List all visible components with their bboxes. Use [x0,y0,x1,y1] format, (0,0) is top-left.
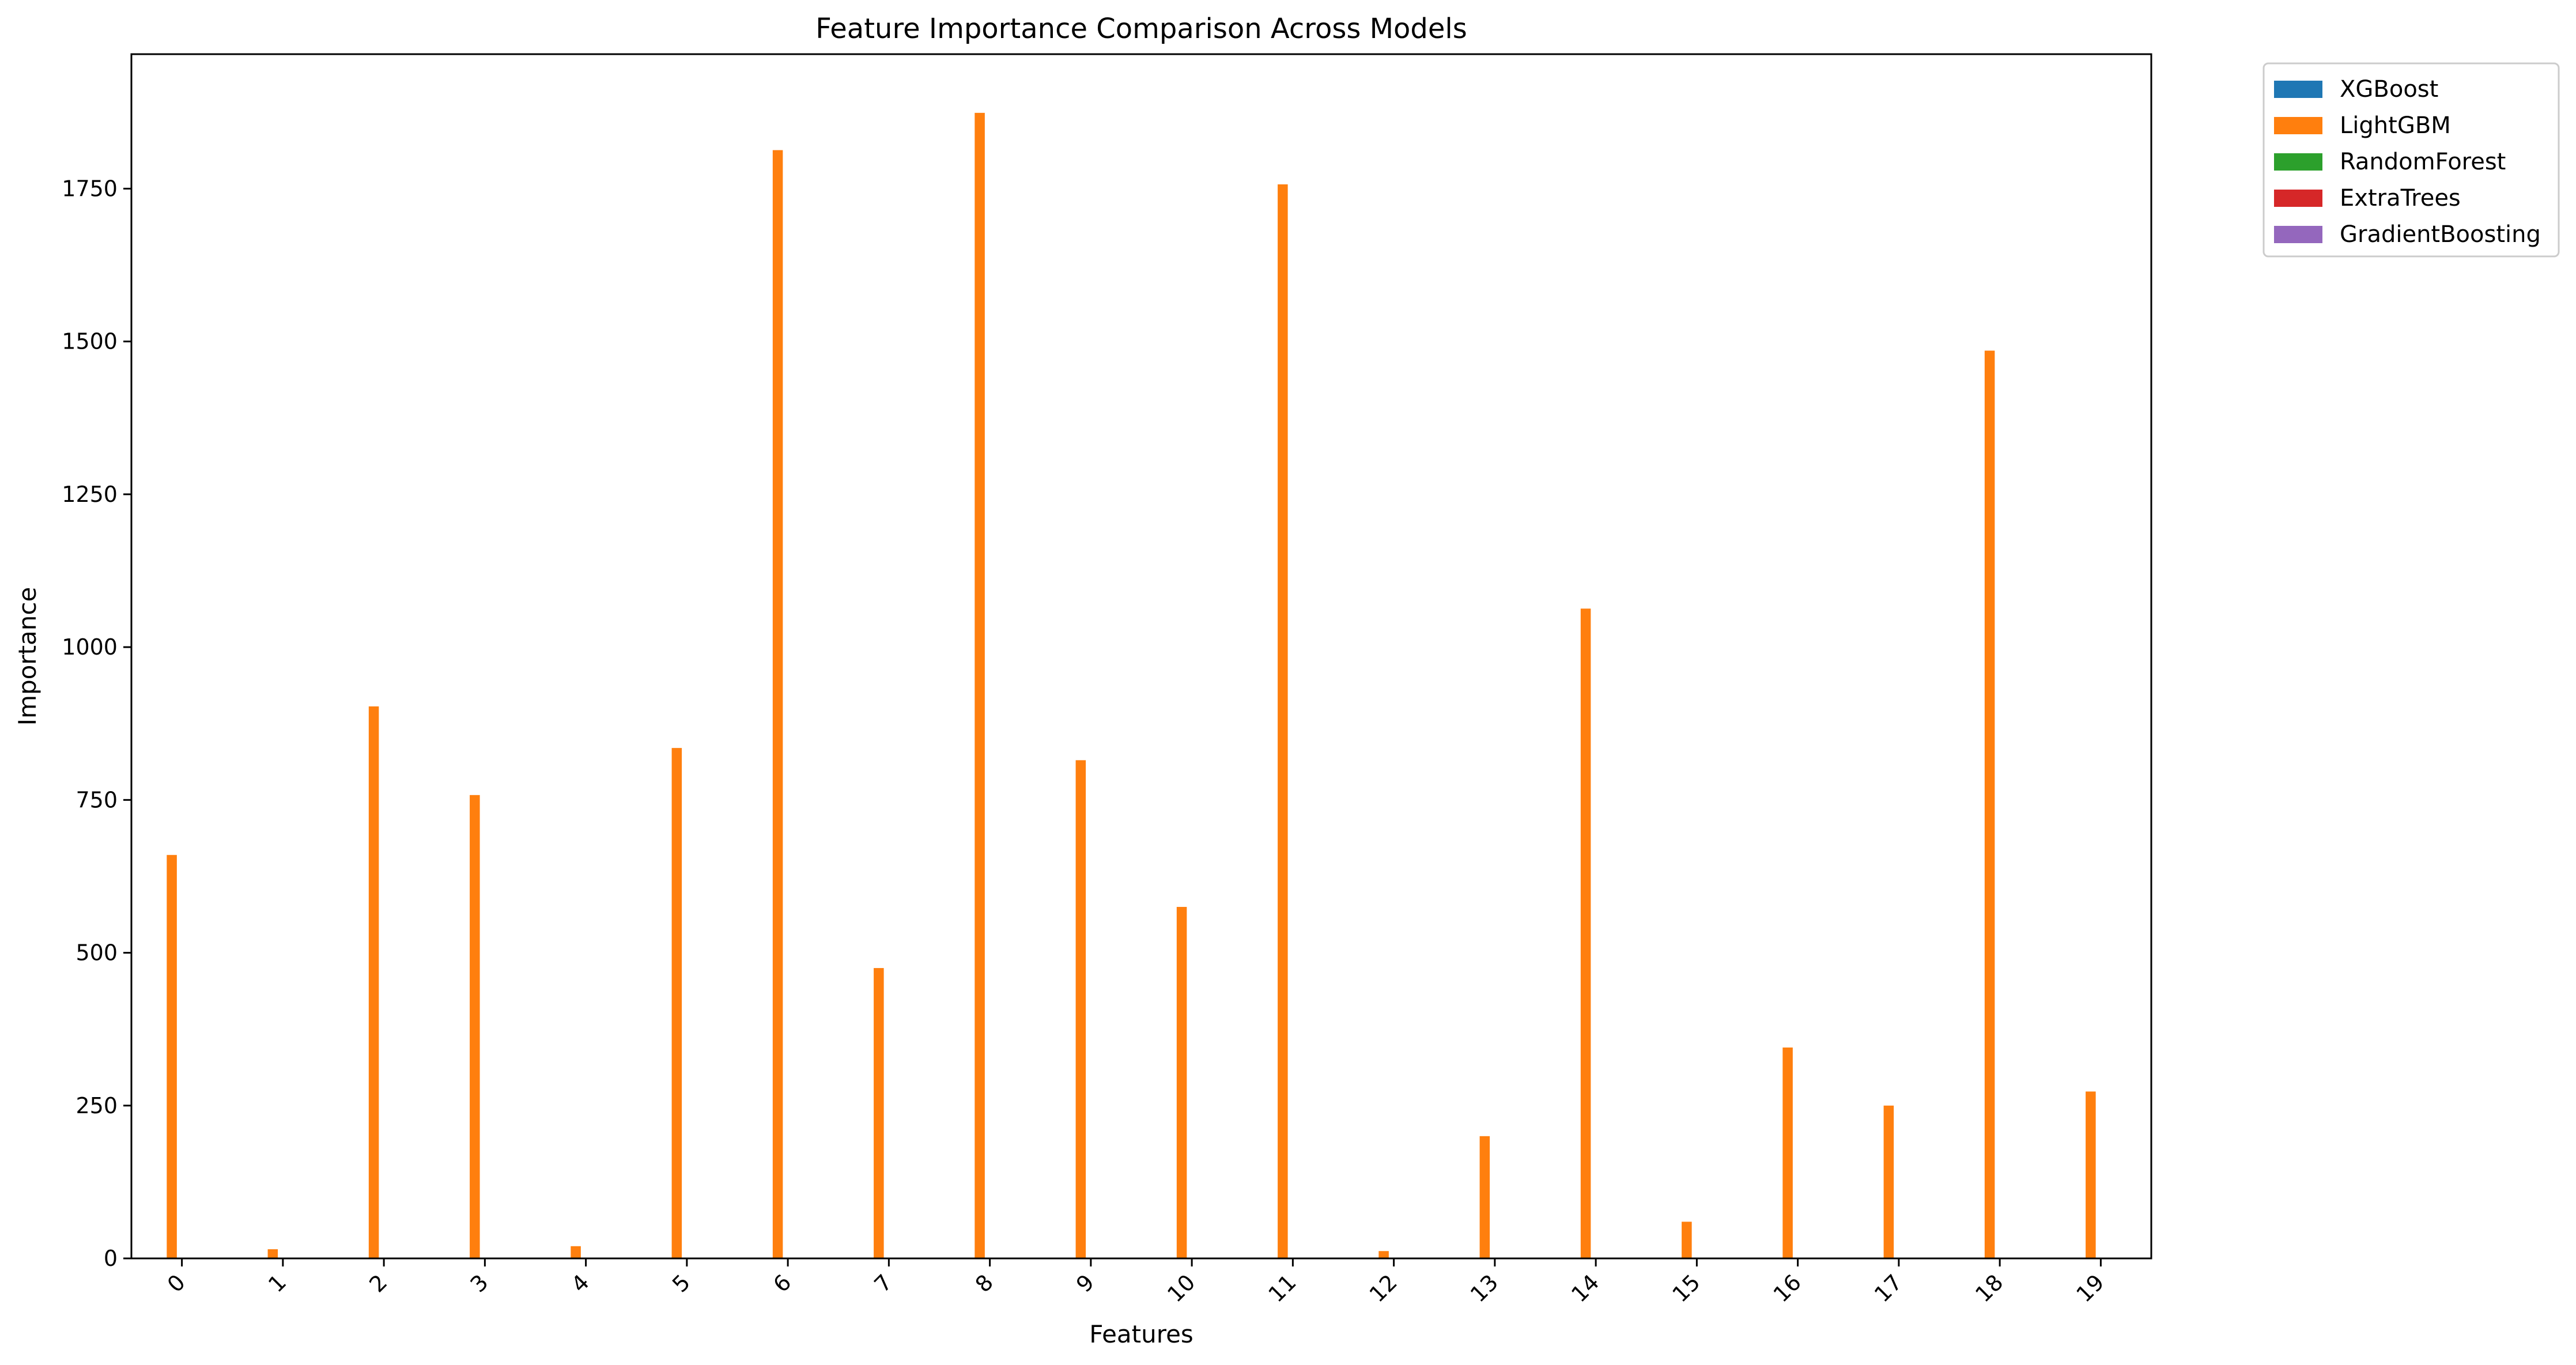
bar-lightgbm-17 [1883,1105,1894,1258]
bar-lightgbm-3 [470,795,480,1258]
x-tick-label: 0 [163,1269,190,1297]
x-tick-label: 14 [1566,1269,1604,1307]
x-tick-label: 18 [1970,1269,2008,1307]
y-tick-label: 750 [75,787,118,812]
chart-title: Feature Importance Comparison Across Mod… [815,13,1467,45]
y-tick-label: 1500 [62,329,118,354]
legend-swatch [2274,153,2322,171]
bar-lightgbm-8 [975,112,985,1259]
x-tick-label: 19 [2071,1269,2109,1307]
bar-lightgbm-12 [1378,1251,1389,1258]
x-tick-label: 10 [1162,1269,1200,1307]
x-tick-label: 13 [1465,1269,1503,1307]
bar-lightgbm-18 [1984,350,1995,1258]
bar-lightgbm-15 [1682,1222,1692,1258]
legend-swatch [2274,226,2322,243]
bar-lightgbm-16 [1782,1047,1793,1258]
plot-frame [130,53,2152,1260]
x-tick-label: 12 [1365,1269,1402,1307]
y-tick-label: 0 [104,1246,118,1271]
bar-lightgbm-14 [1580,608,1591,1258]
bar-lightgbm-13 [1479,1136,1490,1258]
legend-label: GradientBoosting [2340,221,2541,248]
bar-lightgbm-1 [267,1249,278,1258]
x-tick-label: 2 [364,1269,392,1297]
legend-swatch [2274,81,2322,98]
bar-lightgbm-11 [1278,184,1288,1258]
x-tick-label: 1 [263,1269,291,1297]
x-tick-label: 5 [667,1269,695,1297]
x-tick-label: 9 [1071,1269,1099,1297]
bars-layer [167,112,2096,1259]
legend-label: ExtraTrees [2340,185,2461,211]
y-tick-label: 1000 [62,634,118,660]
y-tick-label: 1750 [62,176,118,201]
legend-swatch [2274,190,2322,207]
bar-lightgbm-19 [2086,1091,2096,1258]
bar-lightgbm-0 [167,854,177,1258]
x-tick-label: 11 [1263,1269,1301,1307]
y-tick-label: 1250 [62,482,118,507]
y-axis-label: Importance [13,587,41,726]
x-tick-label: 4 [566,1269,594,1297]
bar-lightgbm-7 [874,968,884,1258]
legend-label: LightGBM [2340,112,2451,139]
x-tick-label: 3 [466,1269,493,1297]
x-tick-label: 6 [768,1269,796,1297]
x-tick-label: 17 [1869,1269,1907,1307]
y-tick-label: 500 [75,940,118,966]
x-tick-label: 8 [970,1269,998,1297]
x-tick-label: 15 [1667,1269,1705,1307]
bar-lightgbm-6 [772,150,783,1258]
legend: XGBoost LightGBM RandomForest ExtraTrees Gra… [2263,62,2560,258]
bar-lightgbm-4 [571,1246,581,1258]
y-tick-label: 250 [75,1093,118,1118]
bar-lightgbm-10 [1176,906,1187,1258]
legend-label: RandomForest [2340,149,2506,175]
legend-label: XGBoost [2340,76,2438,103]
legend-swatch [2274,117,2322,134]
legend-frame [2263,62,2560,258]
x-tick-label: 7 [870,1269,897,1297]
bar-lightgbm-5 [671,748,682,1258]
x-axis-label: Features [1089,1320,1193,1348]
x-tick-label: 16 [1769,1269,1806,1307]
bar-lightgbm-2 [368,706,379,1258]
bar-lightgbm-9 [1075,760,1086,1258]
